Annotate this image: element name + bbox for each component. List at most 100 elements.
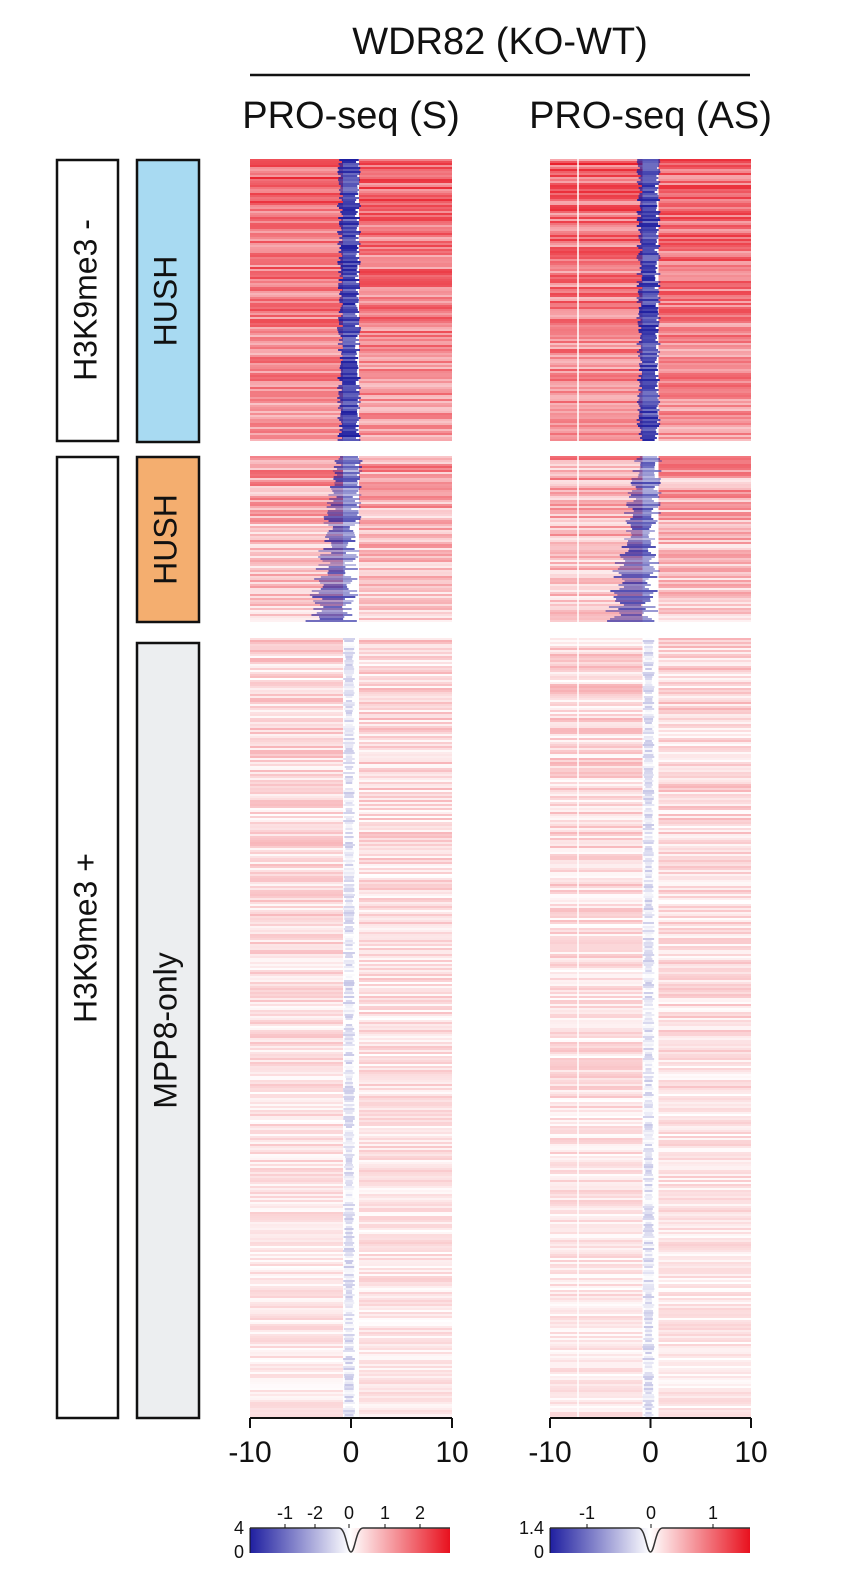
heatmap-center — [644, 882, 653, 884]
heatmap-row — [658, 349, 751, 351]
heatmap-row — [359, 295, 452, 297]
heatmap-row — [250, 1178, 343, 1180]
heatmap-center — [345, 1272, 353, 1274]
heatmap-row — [359, 856, 452, 858]
heatmap-row — [359, 686, 452, 688]
heatmap-row — [359, 926, 452, 928]
heatmap-center — [639, 295, 658, 297]
heatmap-center — [645, 1324, 653, 1326]
heatmap-row — [550, 992, 643, 994]
heatmap-row — [250, 1200, 343, 1202]
heatmap-row — [359, 209, 452, 211]
heatmap-row — [359, 492, 452, 494]
heatmap-center — [332, 490, 359, 492]
heatmap-center — [343, 1090, 355, 1092]
heatmap-row — [359, 1288, 452, 1290]
heatmap-center — [323, 516, 362, 518]
heatmap-center — [343, 736, 354, 738]
heatmap-row — [359, 670, 452, 672]
heatmap-row — [658, 782, 751, 784]
heatmap-center — [624, 512, 661, 514]
heatmap-center — [332, 546, 347, 548]
heatmap-row — [658, 644, 751, 646]
heatmap-row — [250, 714, 343, 716]
heatmap-center — [338, 311, 360, 313]
heatmap-row — [250, 293, 343, 295]
heatmap-row — [550, 259, 643, 261]
heatmap-center — [345, 964, 353, 966]
heatmap-row — [550, 646, 643, 648]
heatmap-row — [658, 301, 751, 303]
heatmap-row — [550, 1124, 643, 1126]
colorbar-tick-label: -1 — [579, 1503, 595, 1523]
heatmap-row — [359, 874, 452, 876]
heatmap-row — [359, 694, 452, 696]
heatmap-center — [343, 966, 355, 968]
heatmap-center — [344, 1128, 353, 1130]
heatmap-center — [345, 920, 353, 922]
cluster-label: MPP8-only — [147, 952, 183, 1109]
heatmap-row — [250, 1196, 343, 1198]
heatmap-center — [643, 908, 654, 910]
heatmap-row — [659, 902, 752, 904]
heatmap-row — [359, 800, 452, 802]
heatmap-center — [343, 908, 355, 910]
heatmap-row — [550, 273, 643, 275]
heatmap-center — [644, 1300, 653, 1302]
heatmap-row — [250, 1376, 343, 1378]
heatmap-row — [250, 644, 343, 646]
heatmap-row — [658, 343, 751, 345]
heatmap-center — [333, 478, 360, 480]
heatmap-row — [658, 864, 751, 866]
heatmap-row — [359, 327, 452, 329]
heatmap-row — [550, 405, 643, 407]
heatmap-center — [624, 580, 646, 582]
heatmap-row — [658, 598, 751, 600]
heatmap-row — [658, 550, 751, 552]
heatmap-row — [359, 361, 452, 363]
heatmap-row — [359, 838, 452, 840]
heatmap-row — [658, 279, 751, 281]
heatmap-row — [359, 1030, 452, 1032]
heatmap-row — [359, 950, 452, 952]
heatmap-row — [658, 389, 751, 391]
heatmap-row — [550, 1176, 643, 1178]
heatmap-row — [359, 952, 452, 954]
heatmap-center — [643, 732, 654, 734]
heatmap-row — [550, 337, 643, 339]
heatmap-row — [658, 664, 751, 666]
heatmap-center — [339, 247, 359, 249]
heatmap-center — [318, 556, 359, 558]
heatmap-row — [250, 393, 343, 395]
heatmap-row — [359, 1070, 452, 1072]
heatmap-row — [550, 325, 643, 327]
heatmap-center — [614, 616, 648, 618]
heatmap-row — [658, 1072, 751, 1074]
heatmap-row — [250, 1380, 343, 1382]
heatmap-center — [345, 658, 353, 660]
heatmap-row — [250, 978, 343, 980]
heatmap-center — [639, 421, 658, 423]
heatmap-center — [345, 1232, 353, 1234]
heatmap-row — [550, 311, 643, 313]
heatmap-row — [250, 1176, 343, 1178]
heatmap-row — [658, 307, 751, 309]
heatmap-row — [658, 896, 751, 898]
heatmap-row — [250, 1248, 343, 1250]
heatmap-row — [658, 734, 751, 736]
heatmap-row — [658, 1108, 751, 1110]
heatmap-center — [628, 496, 660, 498]
heatmap-row — [658, 1092, 751, 1094]
heatmap-row — [359, 437, 452, 439]
heatmap-row — [359, 227, 452, 229]
heatmap-row — [250, 1366, 343, 1368]
heatmap-row — [550, 1168, 643, 1170]
heatmap-row — [250, 1204, 343, 1206]
heatmap-center — [645, 1200, 653, 1202]
heatmap-row — [359, 415, 452, 417]
heatmap-center — [345, 1024, 353, 1026]
heatmap-row — [550, 864, 643, 866]
heatmap-row — [359, 974, 452, 976]
heatmap-row — [550, 167, 643, 169]
